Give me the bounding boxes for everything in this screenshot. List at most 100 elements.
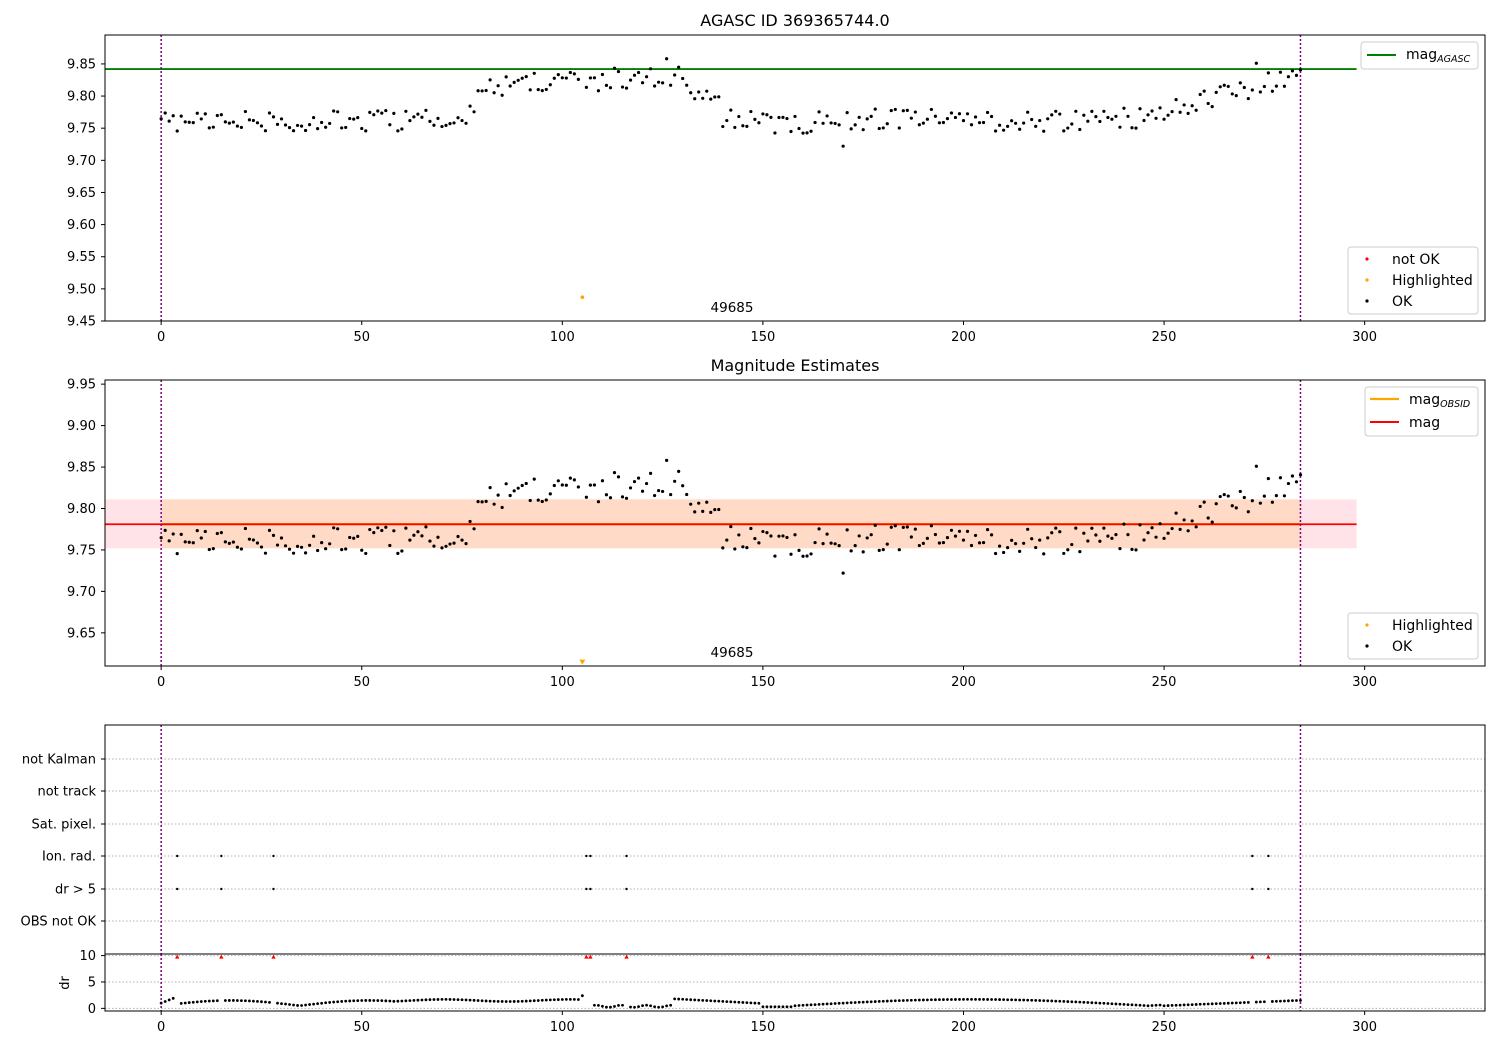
ok-point [941, 540, 946, 545]
ok-point [408, 538, 412, 542]
ok-point [520, 483, 524, 488]
ok-point [456, 116, 460, 120]
dr-point [1142, 1004, 1146, 1007]
ok-point [344, 547, 348, 551]
ok-point [1242, 495, 1246, 500]
dr-point [737, 1000, 741, 1004]
ok-point [1102, 526, 1106, 530]
ok-point [628, 486, 633, 490]
ok-point [404, 109, 408, 113]
dr-point [207, 999, 211, 1003]
ok-point [324, 547, 328, 551]
ok-point [733, 125, 737, 130]
dr-point [978, 998, 981, 1001]
ok-point [869, 114, 873, 118]
legend-not-ok-marker [1365, 257, 1369, 261]
ok-point [1222, 83, 1226, 87]
ok-point [1094, 533, 1098, 537]
ok-point [476, 89, 480, 93]
panel2-xtick-label-300: 300 [1352, 675, 1377, 690]
dr-point [171, 996, 175, 1000]
ok-point [893, 107, 897, 112]
ok-point [701, 509, 705, 513]
ok-point [725, 538, 729, 542]
ok-point [729, 108, 733, 112]
dr-point [1254, 1000, 1258, 1004]
ok-point [247, 537, 252, 541]
ok-point [1206, 101, 1210, 106]
ok-point [648, 471, 653, 475]
ok-point [548, 83, 552, 87]
panel1-obsid-annotation: 49685 [711, 300, 754, 316]
ok-point [801, 554, 805, 558]
dr-point [757, 1001, 761, 1005]
ok-point [295, 544, 300, 548]
dr-point [986, 998, 989, 1001]
ok-point [332, 109, 336, 113]
ok-point [1138, 523, 1142, 527]
ok-point [933, 532, 938, 537]
ok-point [231, 120, 235, 124]
ok-point [1130, 547, 1134, 551]
legend-mag-obsid-label: mag [1409, 392, 1440, 408]
ok-point [364, 129, 368, 133]
dr-point [552, 998, 556, 1002]
ok-point [352, 117, 356, 121]
ok-point [396, 551, 400, 555]
ok-point [1146, 531, 1150, 535]
panel4-xtick-label-100: 100 [550, 1020, 575, 1035]
dr-point [231, 999, 235, 1002]
dr-point [773, 1005, 777, 1009]
ok-point [488, 78, 492, 82]
ok-point [452, 121, 456, 125]
ok-point [1014, 121, 1018, 125]
ok-point [845, 111, 849, 115]
dr-point [1130, 1003, 1134, 1007]
ok-point [821, 121, 825, 125]
ok-point [1274, 494, 1278, 498]
ok-point [356, 116, 360, 120]
ok-point [492, 91, 496, 95]
dr-point [1279, 999, 1282, 1003]
dr-point [593, 1003, 596, 1007]
dr-point [833, 1002, 837, 1005]
flag-point [1267, 854, 1270, 858]
dr-point [536, 999, 540, 1002]
ok-point [1166, 113, 1170, 117]
ok-point [1290, 69, 1295, 73]
ok-point [568, 476, 572, 480]
dr-point [797, 1004, 801, 1007]
panel1-point-legend: not OK Highlighted OK [1347, 246, 1479, 315]
ok-point [500, 505, 504, 510]
dr-point [179, 1002, 183, 1005]
ok-point [737, 114, 741, 119]
dr-point [252, 999, 255, 1003]
dr-point [753, 1001, 757, 1005]
ok-point [753, 117, 757, 121]
ok-point [540, 89, 544, 93]
ok-point [340, 548, 344, 552]
ok-point [1262, 494, 1266, 498]
panel4-xtick-label-50: 50 [353, 1020, 370, 1035]
dr-point [308, 1003, 311, 1006]
ok-point [1298, 473, 1303, 477]
ok-point [997, 544, 1002, 548]
ok-point [183, 540, 187, 544]
dr-point [492, 999, 496, 1003]
ok-point [263, 551, 268, 555]
flag-point [1267, 887, 1270, 891]
panel1-xtick-label-50: 50 [353, 330, 370, 345]
dr-point [869, 1000, 873, 1004]
dr-point [998, 998, 1001, 1001]
ok-point [207, 126, 211, 130]
dr-point [1058, 999, 1062, 1003]
ok-point [312, 534, 316, 538]
panel4-ytick-label-10: 10 [79, 949, 96, 964]
ok-point [1270, 89, 1274, 93]
ok-point [1114, 114, 1118, 118]
ok-point [1042, 129, 1046, 133]
dr-point [316, 1002, 320, 1006]
dr-point [1234, 1001, 1238, 1005]
ok-point [159, 536, 163, 540]
ok-point [171, 532, 175, 536]
